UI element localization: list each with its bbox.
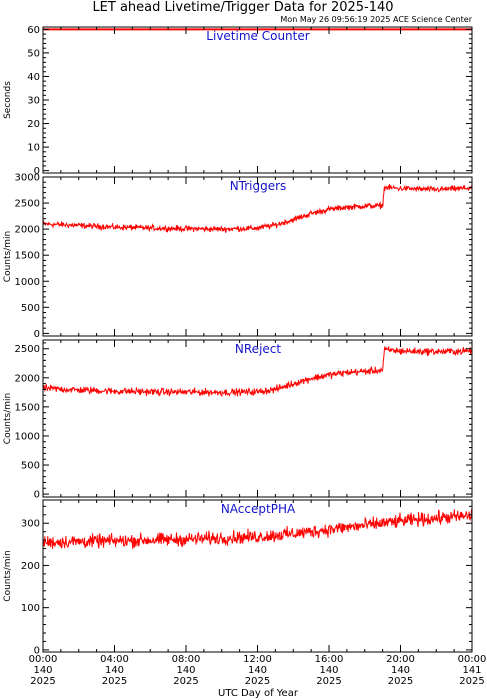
x-tick-label-time: 00:00 xyxy=(458,654,487,665)
y-axis-label: Counts/min xyxy=(3,393,13,444)
y-tick-label: 30 xyxy=(27,96,40,107)
y-tick-label: 3000 xyxy=(15,173,40,184)
x-tick-label-doy: 140 xyxy=(176,665,195,676)
x-axis-label: UTC Day of Year xyxy=(218,688,299,699)
y-tick-label: 0 xyxy=(34,166,40,177)
y-tick-label: 0 xyxy=(34,329,40,340)
y-tick-label: 2500 xyxy=(15,199,40,210)
y-tick-label: 1500 xyxy=(15,402,40,413)
y-tick-label: 1000 xyxy=(15,277,40,288)
x-tick-label-time: 12:00 xyxy=(243,654,272,665)
x-tick-label-time: 04:00 xyxy=(100,654,129,665)
y-tick-label: 100 xyxy=(21,603,40,614)
x-tick-label-doy: 140 xyxy=(248,665,267,676)
x-tick-label-doy: 140 xyxy=(391,665,410,676)
panel-frame xyxy=(42,176,473,337)
x-tick-label-year: 2025 xyxy=(30,676,55,687)
y-tick-label: 2000 xyxy=(15,225,40,236)
x-tick-label-year: 2025 xyxy=(459,676,484,687)
x-tick-label-year: 2025 xyxy=(173,676,198,687)
x-tick-label-year: 2025 xyxy=(102,676,127,687)
y-tick-label: 2500 xyxy=(15,344,40,355)
y-tick-label: 0 xyxy=(34,490,40,501)
x-axis: 00:00140202504:00140202508:00140202512:0… xyxy=(29,654,487,687)
series-line-1-0 xyxy=(42,184,473,234)
panel-3: 0 100 200 300 NAcceptPHA Counts/min xyxy=(3,499,473,656)
y-axis-label: Counts/min xyxy=(3,550,13,601)
panel-frame xyxy=(42,499,473,653)
y-tick-label: 200 xyxy=(21,561,40,572)
x-tick-label-doy: 140 xyxy=(319,665,338,676)
panel-title: NTriggers xyxy=(230,179,287,193)
panel-title: NReject xyxy=(235,342,281,356)
x-tick-label-time: 00:00 xyxy=(29,654,58,665)
x-tick-label-doy: 140 xyxy=(105,665,124,676)
y-tick-label: 20 xyxy=(27,119,40,130)
panel-frame xyxy=(42,26,473,174)
y-tick-label: 60 xyxy=(27,25,40,36)
series-line-2-0 xyxy=(42,346,473,398)
y-tick-label: 40 xyxy=(27,72,40,83)
y-tick-label: 500 xyxy=(21,303,40,314)
x-tick-label-doy: 140 xyxy=(33,665,52,676)
panel-frame xyxy=(42,339,473,498)
y-tick-label: 1000 xyxy=(15,431,40,442)
timestamp-label: Mon May 26 09:56:19 2025 ACE Science Cen… xyxy=(280,15,472,24)
y-tick-label: 0 xyxy=(34,645,40,656)
y-tick-label: 2000 xyxy=(15,373,40,384)
panel-title: Livetime Counter xyxy=(206,29,309,43)
y-tick-label: 10 xyxy=(27,143,40,154)
chart-title: LET ahead Livetime/Trigger Data for 2025… xyxy=(92,0,393,15)
x-tick-label-time: 20:00 xyxy=(386,654,415,665)
panel-2: 0 500 1000 1500 2000 2500 NReject Counts/min xyxy=(3,339,473,501)
x-tick-label-year: 2025 xyxy=(245,676,270,687)
x-tick-label-year: 2025 xyxy=(316,676,341,687)
panel-1: 0 500 1000 1500 2000 2500 3000 NTriggers Counts/… xyxy=(3,173,473,340)
x-tick-label-time: 08:00 xyxy=(172,654,201,665)
y-tick-label: 500 xyxy=(21,461,40,472)
y-tick-label: 50 xyxy=(27,48,40,59)
y-tick-label: 300 xyxy=(21,519,40,530)
x-tick-label-time: 16:00 xyxy=(315,654,344,665)
x-tick-label-year: 2025 xyxy=(388,676,413,687)
panel-0: 0 10 20 30 40 50 60 Livetime Counter Seconds xyxy=(3,25,473,177)
x-tick-label-doy: 141 xyxy=(462,665,481,676)
series-line-3-0 xyxy=(42,509,473,550)
y-axis-label: Counts/min xyxy=(3,231,13,282)
y-tick-label: 1500 xyxy=(15,251,40,262)
panel-title: NAcceptPHA xyxy=(221,502,296,516)
panels-group: 0 10 20 30 40 50 60 Livetime Counter Seconds 0 500… xyxy=(3,25,473,656)
y-axis-label: Seconds xyxy=(3,81,13,119)
